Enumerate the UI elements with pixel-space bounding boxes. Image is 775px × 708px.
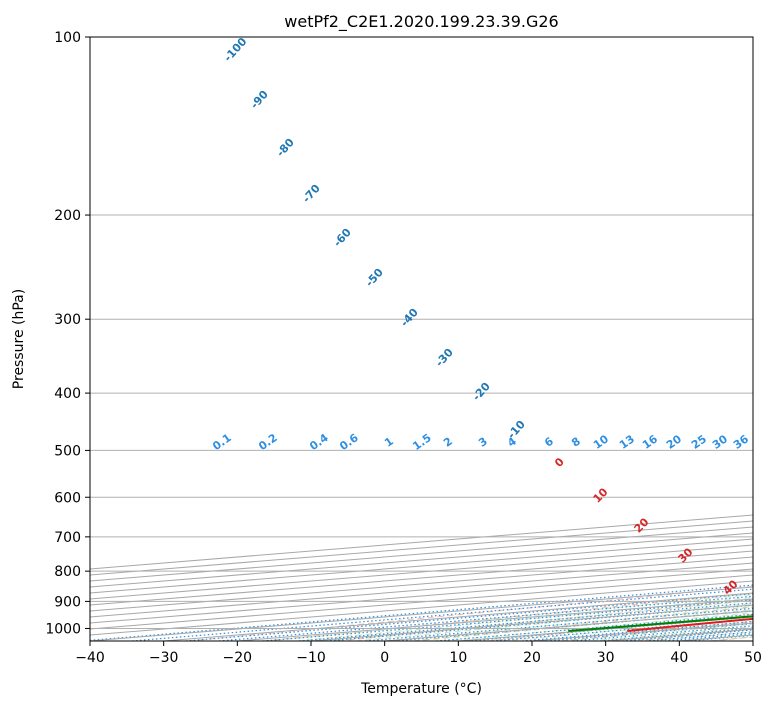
line-labels: 0.1 0.2 0.4 0.6 1 1.5 2 3 4 6 8 10 13 16 20 25 30 3601020… [210,35,751,598]
y-tick-label: 200 [54,208,81,224]
x-tick-label: 50 [744,650,762,666]
x-tick-label: −10 [296,650,326,666]
mixing-ratio-label: 25 [689,432,709,451]
mixing-ratio-label: 13 [617,432,637,451]
moist-adiabat-label: -50 [363,266,386,290]
isotherm [90,538,753,594]
moist-adiabat-label: -20 [470,380,493,404]
mixing-ratio-label: 20 [664,432,684,452]
grid [90,37,753,641]
x-tick-label: 40 [670,650,688,666]
dry-adiabat [188,585,753,641]
y-tick-label: 300 [54,312,81,328]
x-tick-label: 30 [597,650,615,666]
profiles [568,615,753,632]
isotherm [531,622,753,641]
moist-adiabat-label: -80 [274,136,297,160]
mixing-ratio-label: 6 [542,434,556,449]
mixing-ratio-label: 16 [640,432,660,452]
moist-adiabat-label: -70 [300,182,323,206]
moist-adiabat [531,620,753,641]
moist-adiabat-label: -60 [331,226,354,250]
mixing-ratio-label: 0.4 [307,431,331,453]
dry-adiabat-label: 30 [676,545,696,565]
mixing-ratio-label: 30 [710,432,730,452]
isotherm [90,526,753,582]
moist-adiabat-label: -100 [221,35,249,64]
mixing-ratio-label: 1 [382,435,396,450]
isotherm [752,640,753,641]
y-tick-label: 1000 [45,621,81,637]
dry-adiabat [562,621,753,641]
moist-adiabat [296,596,753,641]
mixing-ratio-label: 1.5 [410,431,433,453]
x-tick-label: 10 [449,650,467,666]
mixing-ratio-line [218,595,753,641]
moist-adiabat [620,628,753,641]
isotherm [90,532,753,588]
y-axis-ticks: 1000 900 800 700 600 500 400 300 200 100 [45,30,90,637]
mixing-ratio-line [185,592,753,641]
mixing-ratio-line [131,588,753,641]
dry-adiabat [636,628,753,641]
y-axis-label: Pressure (hPa) [11,289,27,389]
moist-adiabat [384,606,753,641]
dry-adiabat [263,592,753,641]
moist-adiabat [561,623,753,641]
background-lines [90,584,753,641]
x-tick-label: −20 [223,650,253,666]
isotherm [384,610,753,641]
dry-adiabat-label: 0 [552,455,567,470]
x-axis-ticks: −40 −30 −20 −10 0 10 20 30 40 50 [75,641,762,666]
y-tick-label: 800 [54,564,81,580]
isotherm [90,520,753,576]
dry-adiabat [338,599,753,641]
moist-adiabat [266,594,753,641]
mixing-ratio-label: 0.2 [256,431,279,453]
mixing-ratio-label: 10 [591,432,611,452]
y-tick-label: 600 [54,490,81,506]
isotherm [90,586,753,641]
moist-adiabat-label: -40 [398,306,421,330]
chart-title: wetPf2_C2E1.2020.199.23.39.G26 [284,12,558,32]
y-tick-label: 100 [54,30,81,46]
plot-frame [89,36,754,642]
x-tick-label: −30 [149,650,179,666]
dry-adiabat [711,636,753,641]
y-tick-label: 900 [54,594,81,610]
moist-adiabat-label: -30 [433,346,456,370]
x-axis-label: Temperature (°C) [360,681,482,697]
dry-adiabat-label: 10 [591,485,611,505]
mixing-ratio-label: 0.6 [337,431,361,453]
y-tick-label: 500 [54,443,81,459]
dry-adiabat [487,613,753,641]
y-tick-label: 700 [54,530,81,546]
dry-adiabat-label: 20 [632,515,652,535]
y-tick-label: 400 [54,386,81,402]
x-tick-label: 20 [523,650,541,666]
mixing-ratio-label: 8 [569,435,583,450]
plot-area: 0.1 0.2 0.4 0.6 1 1.5 2 3 4 6 8 10 13 16 20 25 30 3601020… [90,35,753,641]
dewpoint-profile [568,615,753,632]
mixing-ratio-line [90,584,753,641]
mixing-ratio-label: 36 [731,432,751,452]
moist-adiabat [679,634,753,641]
mixing-ratio-label: 3 [476,435,490,450]
isotherm [679,634,753,641]
x-tick-label: 0 [380,650,389,666]
isotherm [90,514,753,570]
moist-adiabat [473,615,753,641]
mixing-ratio-label: 2 [441,435,455,450]
x-tick-label: −40 [75,650,105,666]
mixing-ratio-label: 0.1 [210,431,233,453]
moist-adiabat [708,636,753,641]
moist-adiabat-label: -90 [248,88,271,112]
moist-adiabat [355,603,753,641]
moist-adiabat [649,631,753,641]
